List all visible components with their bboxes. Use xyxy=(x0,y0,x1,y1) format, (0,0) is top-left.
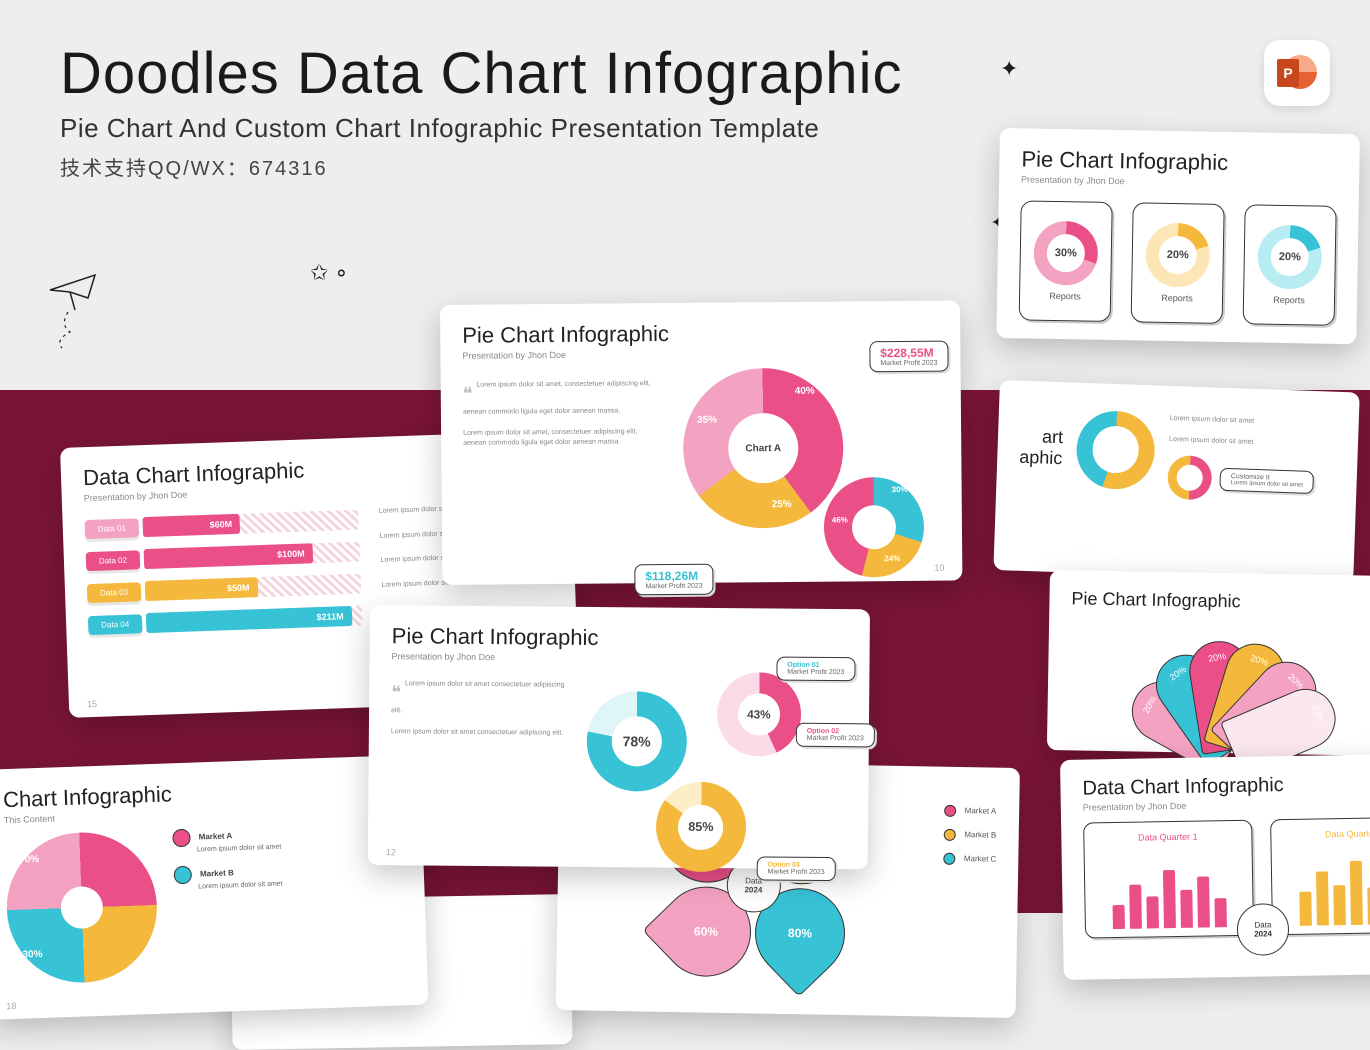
donut-tile: 20% Reports xyxy=(1131,202,1225,324)
bar-column xyxy=(1180,889,1193,928)
callout: Option 02Market Profit 2023 xyxy=(796,723,875,748)
bar-column xyxy=(1162,870,1175,928)
page-number: 15 xyxy=(87,699,97,709)
bar-column xyxy=(1146,896,1159,928)
pct-donut: 78% xyxy=(586,691,687,792)
callout-top: $228,55MMarket Profit 2023 xyxy=(869,341,948,373)
bar-column xyxy=(1197,876,1210,927)
powerpoint-badge: P xyxy=(1264,40,1330,106)
slide-three-donuts: Pie Chart Infographic Presentation by Jh… xyxy=(996,128,1360,344)
bar-column xyxy=(1349,861,1362,925)
donut-chart-b: 30% 24% 46% Chart B xyxy=(824,477,925,578)
donut-small xyxy=(1167,455,1213,501)
marker-item: Market B xyxy=(944,829,997,842)
callout: Customize It Lorem ipsum dolor sit amet xyxy=(1219,467,1314,493)
lorem-text: Lorem ipsum dolor sit amet consectetuer … xyxy=(391,680,565,714)
slide-title: Pie Chart Infographic xyxy=(462,319,938,349)
data-badge: Data2024 xyxy=(1237,903,1290,956)
donut-tile: 20% Reports xyxy=(1243,204,1337,326)
pct-donut: 85% xyxy=(656,782,747,873)
lorem-text: Lorem ipsum dolor sit amet, consectetuer… xyxy=(463,428,637,447)
marker-item: Market C xyxy=(944,853,997,866)
donut-chart-a: 40% 25% 35% Chart A xyxy=(683,367,844,528)
marker-item: Market BLorem ipsum dolor sit amet xyxy=(173,863,282,892)
bar-column xyxy=(1129,885,1142,929)
donut-tile: 30% Reports xyxy=(1019,200,1113,322)
sparkle-icon: ✦ xyxy=(1000,56,1018,82)
main-title: Doodles Data Chart Infographic xyxy=(60,40,902,107)
slide-columns: Data Chart Infographic Presentation by J… xyxy=(1060,753,1370,980)
callout-bottom: $118,26MMarket Profit 2023 xyxy=(634,564,713,596)
page-number: 12 xyxy=(386,847,396,857)
page-number: 18 xyxy=(6,1001,16,1011)
lorem-text: Lorem ipsum dolor sit amet, consectetuer… xyxy=(463,380,651,416)
puzzle-pie: 70% 30% xyxy=(4,830,159,985)
page-number: 10 xyxy=(934,563,944,573)
slide-side-mini: art aphic Lorem ipsum dolor sit amet Lor… xyxy=(993,380,1359,582)
bar-column xyxy=(1315,871,1328,926)
slide-title: Data Chart Infographic xyxy=(1082,771,1370,800)
header: Doodles Data Chart Infographic Pie Chart… xyxy=(60,40,902,181)
slide-title: Pie Chart Infographic xyxy=(1021,146,1337,178)
bar-row: Data 03 $50M xyxy=(87,574,362,604)
bar-row: Data 02 $100M xyxy=(86,542,361,572)
column-panel: Data Quarter 1 xyxy=(1083,820,1254,939)
slide-dual-pie: Pie Chart Infographic Presentation by Jh… xyxy=(440,300,962,585)
bar-row: Data 01 $60M xyxy=(84,510,359,540)
marker-item: Market A xyxy=(944,805,997,818)
slide-subtitle: Presentation by Jhon Doe xyxy=(462,347,938,361)
support-line: 技术支持QQ/WX：674316 xyxy=(60,152,902,181)
slide-puzzle-pie: Chart Infographic This Content 70% 30% M… xyxy=(0,755,428,1020)
slide-title: Pie Chart Infographic xyxy=(1071,588,1370,615)
bar-column xyxy=(1333,885,1346,925)
bar-column xyxy=(1112,905,1124,929)
powerpoint-icon: P xyxy=(1277,53,1317,93)
bar-column xyxy=(1299,892,1312,926)
pct-donut: 43% xyxy=(717,672,802,757)
slide-pct-donuts: Pie Chart Infographic Presentation by Jh… xyxy=(368,605,870,869)
main-subtitle: Pie Chart And Custom Chart Infographic P… xyxy=(60,113,902,144)
slide-fan: Pie Chart Infographic 20%20%20%20%20%20% xyxy=(1047,570,1370,756)
donut xyxy=(1075,409,1156,490)
star-icon: ✩ ∘ xyxy=(310,260,348,286)
marker-item: Market ALorem ipsum dolor sit amet xyxy=(172,826,281,855)
paper-plane-icon xyxy=(40,250,140,350)
bar-row: Data 04 $211M xyxy=(88,606,363,636)
slide-title: Pie Chart Infographic xyxy=(392,623,848,653)
callout: Option 01Market Profit 2023 xyxy=(776,657,855,682)
callout: Option 03Market Profit 2023 xyxy=(756,856,835,881)
